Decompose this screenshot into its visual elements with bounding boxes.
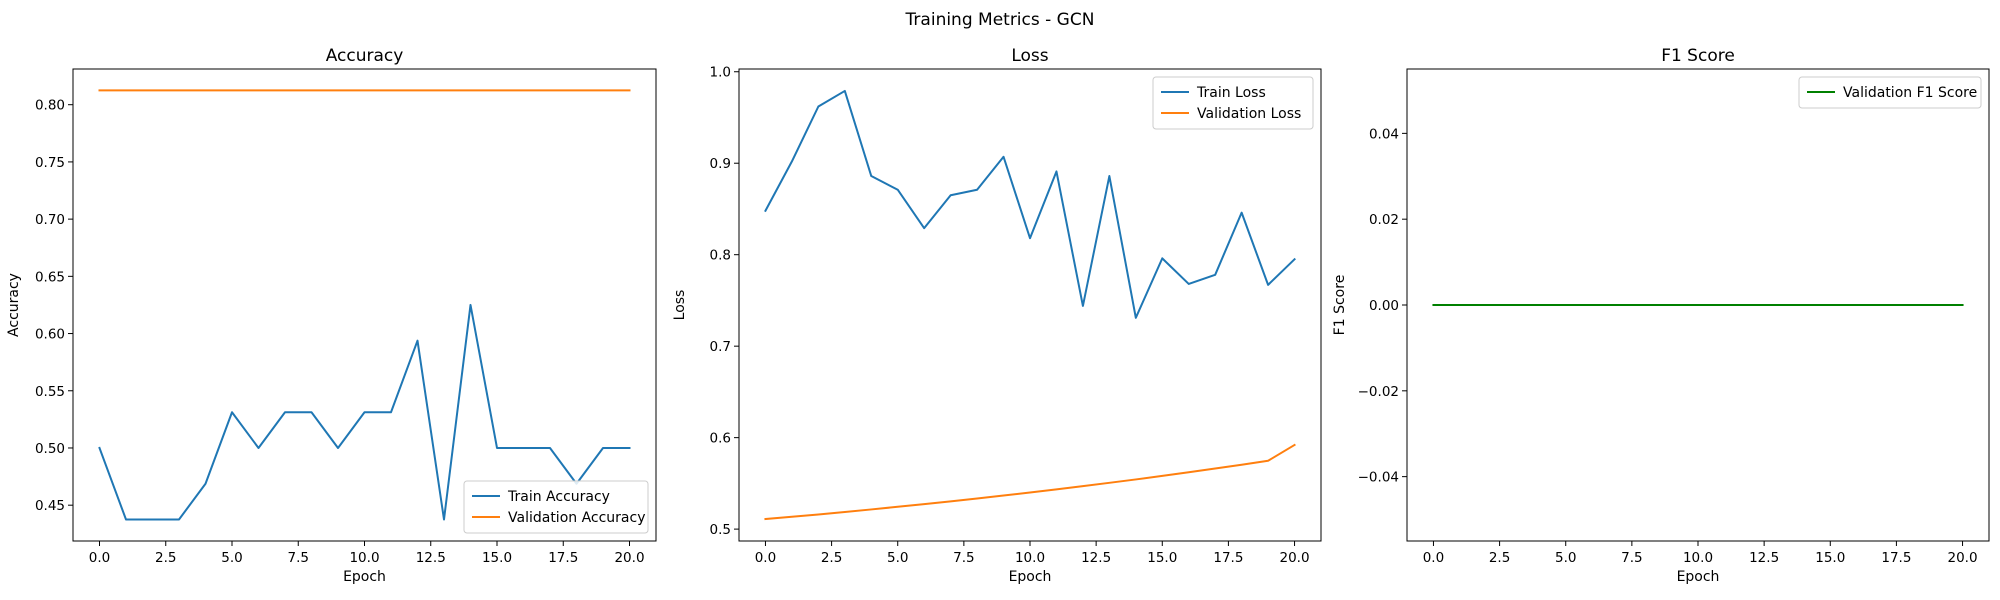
loss-legend-label: Validation Loss bbox=[1197, 106, 1301, 122]
f1-x-tick-label: 12.5 bbox=[1749, 550, 1779, 566]
accuracy-x-tick-label: 2.5 bbox=[155, 550, 176, 566]
loss-y-tick-label: 0.8 bbox=[710, 248, 731, 264]
accuracy-legend-box bbox=[463, 480, 649, 534]
accuracy-y-tick-label: 0.75 bbox=[35, 155, 65, 171]
loss-series-line-validation-loss bbox=[764, 443, 1296, 521]
loss-legend-label: Train Loss bbox=[1196, 85, 1266, 101]
accuracy-y-tick-label: 0.50 bbox=[35, 441, 65, 457]
accuracy-x-tick-label: 20.0 bbox=[614, 550, 644, 566]
accuracy-y-tick-label: 0.80 bbox=[35, 98, 65, 114]
accuracy-y-axis-label: Accuracy bbox=[6, 273, 22, 337]
loss-x-tick-label: 15.0 bbox=[1147, 550, 1177, 566]
f1-chart: F1 Score 0.0 2.5 5.0 7.5 10.0 12.5 15.0 17.5 20.0… bbox=[1332, 46, 1990, 585]
f1-x-tick-label: 17.5 bbox=[1881, 550, 1911, 566]
figure-title: Training Metrics - GCN bbox=[905, 10, 1095, 30]
loss-x-tick-label: 0.0 bbox=[755, 550, 776, 566]
loss-chart: Loss 0.0 2.5 5.0 7.5 10.0 12.5 15.0 17.5 20.0 0.5 0… bbox=[672, 46, 1322, 585]
f1-x-tick-label: 20.0 bbox=[1948, 550, 1978, 566]
accuracy-legend-label: Validation Accuracy bbox=[508, 510, 646, 526]
loss-x-tick-label: 2.5 bbox=[821, 550, 842, 566]
f1-legend-label: Validation F1 Score bbox=[1843, 85, 1977, 101]
f1-x-tick-label: 2.5 bbox=[1489, 550, 1510, 566]
chart-panels: Accuracy 0.0 2.5 5.0 7.5 10.0 12.5 15.0 17.5 20.0… bbox=[6, 46, 1990, 585]
f1-y-axis-label: F1 Score bbox=[1332, 275, 1348, 336]
f1-y-tick-label: 0.00 bbox=[1369, 298, 1399, 314]
f1-x-tick-label: 10.0 bbox=[1683, 550, 1713, 566]
loss-legend: Train Loss Validation Loss bbox=[1152, 76, 1314, 130]
loss-x-tick-label: 17.5 bbox=[1213, 550, 1243, 566]
accuracy-series-line-train-accuracy bbox=[98, 303, 631, 521]
loss-x-tick-label: 7.5 bbox=[953, 550, 974, 566]
loss-y-tick-label: 0.5 bbox=[710, 522, 731, 538]
f1-y-tick-label: −0.02 bbox=[1358, 384, 1399, 400]
accuracy-legend: Train Accuracy Validation Accuracy bbox=[463, 480, 649, 534]
loss-x-tick-label: 5.0 bbox=[887, 550, 908, 566]
accuracy-x-tick-label: 12.5 bbox=[416, 550, 446, 566]
f1-y-tick-label: −0.04 bbox=[1358, 470, 1399, 486]
accuracy-x-tick-label: 10.0 bbox=[349, 550, 379, 566]
accuracy-x-tick-label: 0.0 bbox=[89, 550, 110, 566]
f1-x-tick-label: 5.0 bbox=[1555, 550, 1576, 566]
loss-axes-frame bbox=[738, 68, 1322, 542]
accuracy-y-tick-label: 0.70 bbox=[35, 212, 65, 228]
f1-legend: Validation F1 Score bbox=[1798, 76, 1982, 109]
accuracy-x-axis-label: Epoch bbox=[343, 569, 386, 585]
loss-y-tick-label: 0.7 bbox=[710, 339, 731, 355]
loss-x-tick-label: 12.5 bbox=[1081, 550, 1111, 566]
f1-x-tick-label: 0.0 bbox=[1423, 550, 1444, 566]
accuracy-chart: Accuracy 0.0 2.5 5.0 7.5 10.0 12.5 15.0 17.5 20.0… bbox=[6, 46, 657, 585]
f1-x-tick-label: 15.0 bbox=[1815, 550, 1845, 566]
accuracy-y-tick-label: 0.65 bbox=[35, 269, 65, 285]
accuracy-axes-frame bbox=[72, 68, 657, 542]
accuracy-y-tick-label: 0.55 bbox=[35, 384, 65, 400]
accuracy-y-tick-label: 0.60 bbox=[35, 327, 65, 343]
f1-y-tick-label: 0.04 bbox=[1369, 126, 1399, 142]
loss-x-tick-label: 20.0 bbox=[1280, 550, 1310, 566]
accuracy-x-tick-label: 17.5 bbox=[548, 550, 578, 566]
accuracy-title: Accuracy bbox=[326, 46, 404, 66]
f1-title: F1 Score bbox=[1661, 46, 1735, 66]
accuracy-y-tick-label: 0.45 bbox=[35, 498, 65, 514]
accuracy-x-tick-label: 7.5 bbox=[288, 550, 309, 566]
loss-x-tick-label: 10.0 bbox=[1015, 550, 1045, 566]
f1-x-tick-label: 7.5 bbox=[1621, 550, 1642, 566]
accuracy-legend-label: Train Accuracy bbox=[507, 489, 610, 505]
accuracy-x-tick-label: 15.0 bbox=[482, 550, 512, 566]
loss-y-tick-label: 0.6 bbox=[710, 431, 731, 447]
loss-legend-box bbox=[1152, 76, 1314, 130]
loss-y-tick-label: 0.9 bbox=[710, 156, 731, 172]
loss-series-line-train-loss bbox=[764, 89, 1296, 319]
f1-legend-box bbox=[1798, 76, 1982, 109]
f1-x-axis-label: Epoch bbox=[1677, 569, 1720, 585]
f1-y-tick-label: 0.02 bbox=[1369, 212, 1399, 228]
loss-y-axis-label: Loss bbox=[672, 290, 688, 321]
loss-title: Loss bbox=[1011, 46, 1048, 66]
loss-x-axis-label: Epoch bbox=[1009, 569, 1052, 585]
loss-y-tick-label: 1.0 bbox=[710, 65, 731, 81]
accuracy-x-tick-label: 5.0 bbox=[221, 550, 242, 566]
